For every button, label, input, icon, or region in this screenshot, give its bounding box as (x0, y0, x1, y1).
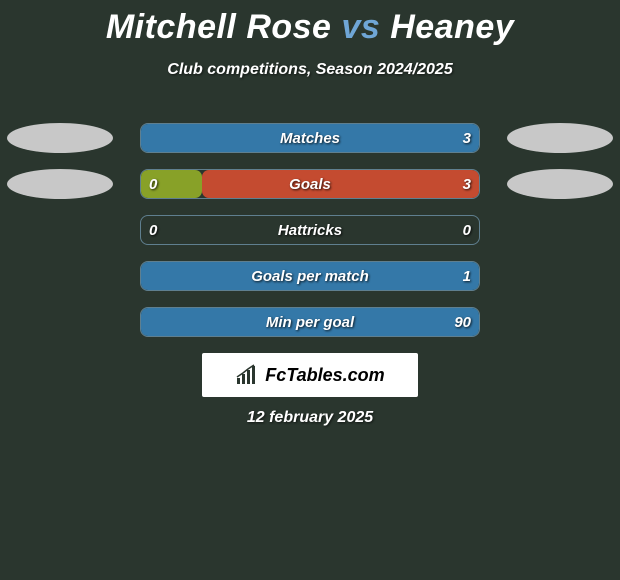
stat-bar: Hattricks0 0 (140, 215, 480, 245)
stat-bar: Goals03 (140, 169, 480, 199)
stat-bar-right-fill (202, 170, 479, 198)
player1-ellipse (7, 169, 113, 199)
page-title: Mitchell Rose vs Heaney (0, 0, 620, 47)
brand-chart-icon (235, 364, 261, 386)
stat-bar-right-fill (141, 262, 479, 290)
title-player2: Heaney (390, 8, 514, 46)
stat-value-right: 0 (463, 216, 471, 245)
stat-bar: Min per goal90 (140, 307, 480, 337)
stat-bar: Matches3 (140, 123, 480, 153)
stat-bar-right-fill (141, 308, 479, 336)
comparison-row: Goals03 (0, 166, 620, 212)
player2-ellipse (507, 169, 613, 199)
comparison-page: Mitchell Rose vs Heaney Club competition… (0, 0, 620, 580)
title-player1: Mitchell Rose (106, 8, 332, 46)
stat-bar-left-fill (141, 170, 202, 198)
player2-ellipse (507, 123, 613, 153)
brand-text: FcTables.com (265, 365, 384, 386)
comparison-chart: Matches3 Goals03 Hattricks0 0 Goals per matc… (0, 120, 620, 350)
stat-value-left: 0 (149, 216, 157, 245)
title-vs: vs (341, 8, 380, 46)
comparison-row: Hattricks0 0 (0, 212, 620, 258)
brand-badge: FcTables.com (202, 353, 418, 397)
stat-bar: Goals per match1 (140, 261, 480, 291)
comparison-row: Min per goal90 (0, 304, 620, 350)
page-subtitle: Club competitions, Season 2024/2025 (0, 61, 620, 79)
stat-label: Hattricks (141, 216, 479, 245)
stat-bar-right-fill (141, 124, 479, 152)
comparison-row: Goals per match1 (0, 258, 620, 304)
brand-text-left: Fc (265, 365, 286, 385)
brand-text-right: Tables.com (286, 365, 384, 385)
player1-ellipse (7, 123, 113, 153)
date-label: 12 february 2025 (0, 409, 620, 427)
comparison-row: Matches3 (0, 120, 620, 166)
